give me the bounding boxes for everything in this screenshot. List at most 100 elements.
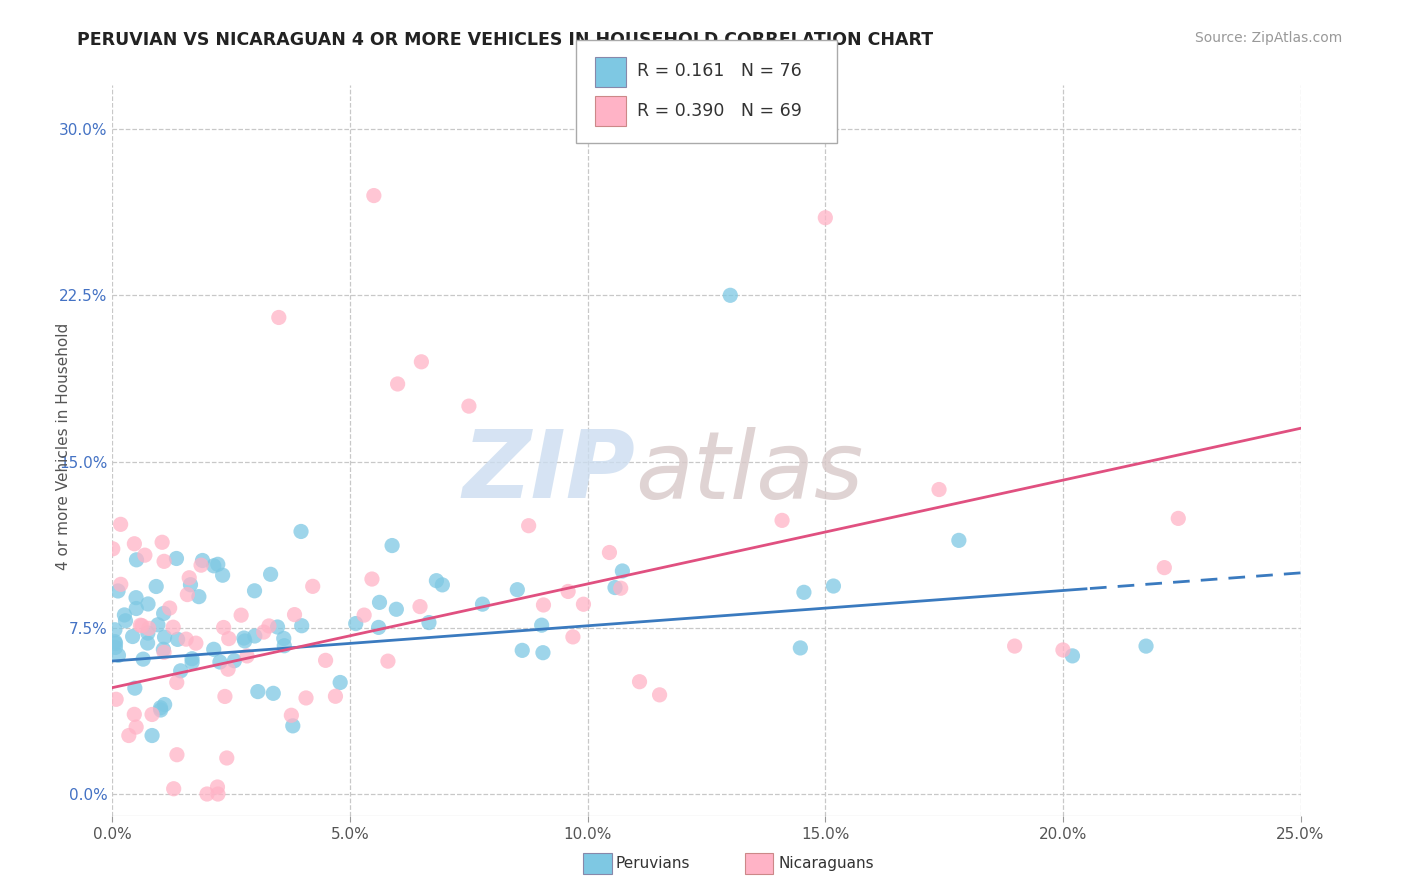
Point [174, 632, 197, 647]
Point [572, 597, 595, 611]
Point [368, 595, 391, 609]
Point [387, 376, 409, 391]
Point [159, 601, 181, 615]
Point [377, 654, 399, 668]
Point [214, 690, 236, 704]
Point [628, 674, 651, 689]
Point [344, 616, 367, 631]
Point [107, 648, 129, 663]
Point [166, 551, 188, 566]
Point [207, 558, 229, 572]
Point [104, 640, 127, 655]
Point [129, 618, 152, 632]
Point [1062, 648, 1084, 663]
Point [170, 664, 193, 678]
Point [259, 567, 281, 582]
Text: R = 0.390   N = 69: R = 0.390 N = 69 [637, 103, 801, 120]
Point [149, 700, 172, 714]
Point [131, 618, 153, 632]
Point [425, 574, 447, 588]
Text: PERUVIAN VS NICARAGUAN 4 OR MORE VEHICLES IN HOUSEHOLD CORRELATION CHART: PERUVIAN VS NICARAGUAN 4 OR MORE VEHICLE… [77, 31, 934, 49]
Point [136, 597, 159, 611]
Text: atlas: atlas [636, 427, 863, 518]
Point [149, 703, 172, 717]
Point [104, 636, 127, 650]
Point [385, 602, 408, 616]
Point [191, 553, 214, 567]
Point [152, 607, 174, 621]
Point [150, 535, 173, 549]
Point [793, 585, 815, 599]
Point [409, 599, 432, 614]
Point [267, 310, 290, 325]
Point [208, 655, 231, 669]
Point [1004, 639, 1026, 653]
Text: ZIP: ZIP [463, 426, 636, 518]
Point [153, 554, 176, 568]
Point [224, 654, 246, 668]
Point [110, 577, 132, 591]
Point [110, 517, 132, 532]
Point [928, 483, 950, 497]
Point [257, 619, 280, 633]
Point [134, 548, 156, 562]
Point [166, 675, 188, 690]
Point [273, 639, 295, 653]
Point [101, 541, 124, 556]
Point [329, 675, 352, 690]
Point [266, 620, 288, 634]
Point [1153, 560, 1175, 574]
Point [458, 399, 481, 413]
Point [124, 681, 146, 695]
Point [153, 645, 176, 659]
Text: Nicaraguans: Nicaraguans [779, 856, 875, 871]
Point [107, 584, 129, 599]
Point [325, 690, 347, 704]
Point [202, 558, 225, 573]
Point [233, 634, 256, 648]
Point [232, 631, 254, 645]
Point [166, 632, 188, 647]
Point [112, 607, 135, 622]
Point [301, 579, 323, 593]
Point [814, 211, 837, 225]
Point [141, 707, 163, 722]
Text: 4 or more Vehicles in Household: 4 or more Vehicles in Household [56, 322, 70, 570]
Point [418, 615, 440, 630]
Point [231, 608, 253, 623]
Point [153, 698, 176, 712]
Point [603, 581, 626, 595]
Point [114, 614, 136, 628]
Point [367, 620, 389, 634]
Point [153, 630, 176, 644]
Point [557, 584, 579, 599]
Point [236, 648, 259, 663]
Point [152, 642, 174, 657]
Point [353, 608, 375, 623]
Point [124, 537, 146, 551]
Point [125, 601, 148, 615]
Point [533, 598, 555, 612]
Point [181, 651, 204, 665]
Point [718, 288, 741, 302]
Point [145, 579, 167, 593]
Point [190, 558, 212, 573]
Point [163, 781, 186, 796]
Point [125, 591, 148, 605]
Point [281, 719, 304, 733]
Point [246, 684, 269, 698]
Point [125, 720, 148, 734]
Point [132, 652, 155, 666]
Point [262, 686, 284, 700]
Point [948, 533, 970, 548]
Point [1167, 511, 1189, 525]
Point [104, 634, 127, 648]
Point [181, 655, 204, 669]
Point [609, 581, 631, 595]
Point [162, 620, 184, 634]
Point [207, 780, 229, 794]
Point [432, 578, 454, 592]
Point [471, 597, 494, 611]
Point [218, 632, 240, 646]
Point [361, 572, 384, 586]
